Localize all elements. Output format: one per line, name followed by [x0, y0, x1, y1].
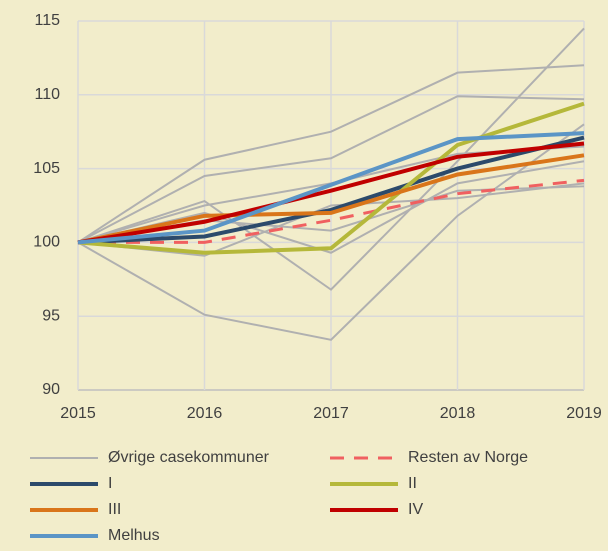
legend-label: I — [108, 475, 112, 492]
y-tick-label: 95 — [42, 307, 60, 324]
series-line — [77, 153, 585, 245]
group-line — [77, 95, 585, 244]
series-line — [77, 131, 585, 245]
y-tick-label: 110 — [34, 86, 60, 103]
x-tick-label: 2015 — [60, 405, 96, 422]
series-line — [77, 141, 585, 245]
y-tick-label: 115 — [34, 12, 60, 29]
legend-label: Melhus — [108, 527, 160, 544]
group-line — [77, 27, 585, 291]
series-line — [77, 135, 585, 245]
group-line — [77, 64, 585, 244]
y-tick-label: 105 — [33, 160, 60, 177]
series-line — [78, 178, 585, 244]
legend-label: Øvrige casekommuner — [108, 449, 270, 466]
legend-label: IV — [408, 501, 423, 518]
y-tick-label: 90 — [42, 381, 60, 398]
legend-label: Resten av Norge — [408, 449, 528, 466]
x-tick-label: 2019 — [566, 405, 602, 422]
x-tick-label: 2017 — [313, 405, 349, 422]
group-line — [77, 123, 585, 341]
y-tick-label: 100 — [33, 234, 60, 251]
x-tick-label: 2018 — [440, 405, 476, 422]
legend-label: III — [108, 501, 121, 518]
x-tick-label: 2016 — [187, 405, 223, 422]
series-line — [77, 101, 585, 255]
legend-label: II — [408, 475, 417, 492]
